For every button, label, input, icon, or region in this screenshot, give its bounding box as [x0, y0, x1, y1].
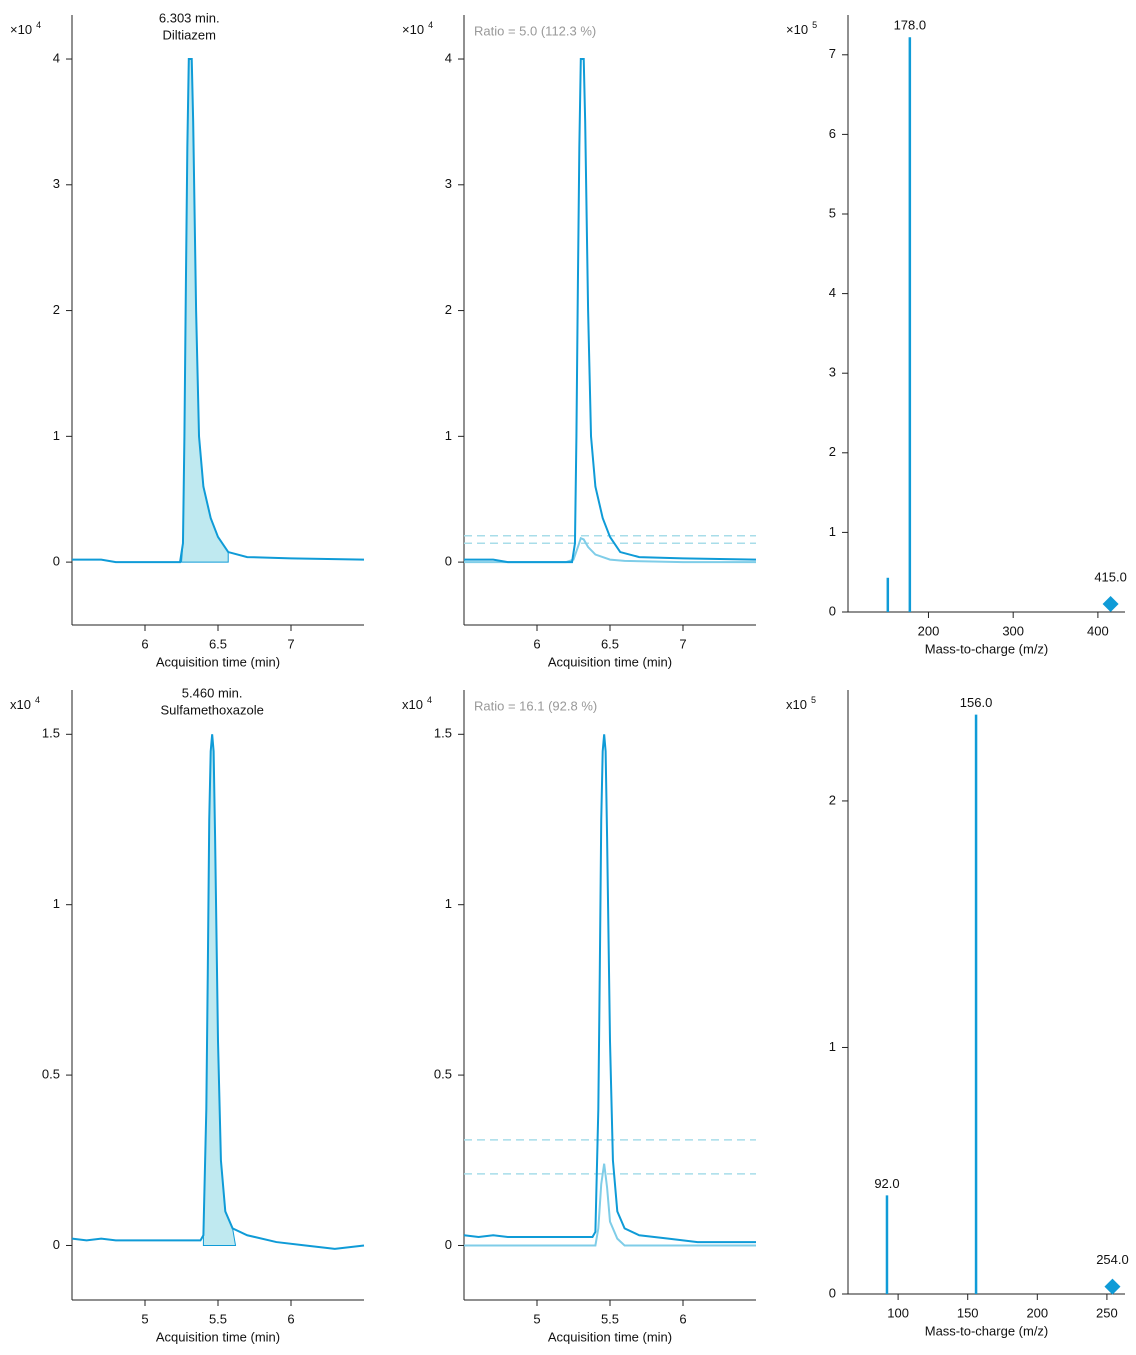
y-tick-label: 1 [53, 428, 60, 443]
multiplier-exponent: 4 [428, 20, 433, 30]
y-tick-label: 0 [53, 1237, 60, 1252]
x-tick-label: 7 [287, 636, 294, 651]
y-multiplier: x10 4 [10, 695, 40, 712]
y-tick-label: 4 [445, 50, 452, 65]
x-tick-label: 6 [141, 636, 148, 651]
y-tick-label: 1 [829, 1039, 836, 1054]
y-tick-label: 1 [829, 524, 836, 539]
multiplier-base: ×10 [786, 22, 808, 37]
multiplier-base: ×10 [10, 22, 32, 37]
y-tick-label: 1 [445, 428, 452, 443]
trace [464, 1163, 756, 1247]
x-tick-label: 6.5 [209, 636, 227, 651]
x-tick-label: 6 [679, 1311, 686, 1326]
precursor-marker [1104, 1278, 1121, 1295]
y-tick-label: 0 [53, 554, 60, 569]
trace [72, 58, 365, 564]
panel: x10 5 0 1 2 100 150 200 250 Mass-to-charge (m/z) 9… [786, 690, 1129, 1338]
y-tick-label: 3 [53, 176, 60, 191]
y-tick-label: 3 [445, 176, 452, 191]
peak-annotation: 6.303 min. [159, 10, 220, 25]
precursor-marker [1102, 596, 1119, 613]
multiplier-base: x10 [10, 697, 31, 712]
peak-annotation: 5.460 min. [182, 685, 243, 700]
y-tick-label: 0 [829, 1285, 836, 1300]
panel: x10 4 0 0.5 1 1.5 5 5.5 6 Acquisition time (min) R… [402, 690, 756, 1344]
y-tick-label: 2 [445, 302, 452, 317]
multiplier-base: x10 [402, 697, 423, 712]
x-tick-label: 5.5 [209, 1311, 227, 1326]
panel: x10 4 0 0.5 1 1.5 5 5.5 6 Acquisition time (min) 5… [10, 685, 365, 1344]
x-tick-label: 6.5 [601, 636, 619, 651]
peak-annotation: Sulfamethoxazole [160, 702, 263, 717]
x-axis-label: Acquisition time (min) [548, 654, 672, 669]
panel: ×10 4 0 1 2 3 4 6 6.5 7 Acquisition time (min) 6.30… [10, 10, 365, 669]
y-multiplier: ×10 4 [402, 20, 433, 37]
y-tick-label: 1.5 [434, 726, 452, 741]
multiplier-exponent: 4 [36, 20, 41, 30]
peak-label: 156.0 [960, 695, 993, 710]
x-axis-label: Acquisition time (min) [548, 1329, 672, 1344]
x-tick-label: 5.5 [601, 1311, 619, 1326]
x-tick-label: 250 [1096, 1305, 1118, 1320]
multiplier-exponent: 5 [811, 695, 816, 705]
y-tick-label: 0 [829, 603, 836, 618]
x-axis-label: Mass-to-charge (m/z) [925, 1323, 1049, 1338]
y-tick-label: 4 [53, 50, 60, 65]
y-tick-label: 1 [53, 896, 60, 911]
x-tick-label: 100 [887, 1305, 909, 1320]
y-tick-label: 5 [829, 205, 836, 220]
panel: ×10 5 0 1 2 3 4 5 6 7 200 300 400 Mass-to-charge (m/z… [786, 15, 1127, 656]
x-tick-label: 200 [1026, 1305, 1048, 1320]
y-tick-label: 7 [829, 46, 836, 61]
multiplier-base: ×10 [402, 22, 424, 37]
y-tick-label: 1.5 [42, 726, 60, 741]
precursor-label: 254.0 [1096, 1252, 1129, 1267]
x-axis-label: Acquisition time (min) [156, 1329, 280, 1344]
x-axis-label: Acquisition time (min) [156, 654, 280, 669]
ratio-label: Ratio = 16.1 (92.8 %) [474, 698, 597, 713]
x-tick-label: 5 [141, 1311, 148, 1326]
y-multiplier: ×10 5 [786, 20, 817, 37]
x-tick-label: 300 [1002, 623, 1024, 638]
y-tick-label: 0 [445, 1237, 452, 1252]
peak-annotation: Diltiazem [163, 27, 216, 42]
trace [463, 734, 756, 1244]
multiplier-exponent: 4 [35, 695, 40, 705]
x-tick-label: 6 [533, 636, 540, 651]
x-tick-label: 150 [957, 1305, 979, 1320]
multiplier-base: x10 [786, 697, 807, 712]
trace [464, 58, 757, 564]
ratio-label: Ratio = 5.0 (112.3 %) [474, 23, 596, 38]
x-tick-label: 400 [1087, 623, 1109, 638]
y-tick-label: 6 [829, 126, 836, 141]
x-tick-label: 6 [287, 1311, 294, 1326]
y-tick-label: 2 [829, 792, 836, 807]
y-tick-label: 0 [445, 554, 452, 569]
y-tick-label: 1 [445, 896, 452, 911]
y-tick-label: 2 [53, 302, 60, 317]
x-tick-label: 7 [679, 636, 686, 651]
y-tick-label: 4 [829, 285, 836, 300]
panel: ×10 4 0 1 2 3 4 6 6.5 7 Acquisition time (min) Rati… [402, 15, 757, 669]
y-tick-label: 3 [829, 365, 836, 380]
y-tick-label: 2 [829, 444, 836, 459]
y-tick-label: 0.5 [42, 1067, 60, 1082]
y-tick-label: 0.5 [434, 1067, 452, 1082]
x-tick-label: 200 [918, 623, 940, 638]
x-tick-label: 5 [533, 1311, 540, 1326]
peak-label: 178.0 [894, 18, 927, 33]
y-multiplier: x10 5 [786, 695, 816, 712]
multiplier-exponent: 5 [812, 20, 817, 30]
x-axis-label: Mass-to-charge (m/z) [925, 641, 1049, 656]
trace [71, 734, 365, 1250]
y-multiplier: ×10 4 [10, 20, 41, 37]
multiplier-exponent: 4 [427, 695, 432, 705]
peak-label: 92.0 [874, 1176, 899, 1191]
precursor-label: 415.0 [1094, 569, 1127, 584]
y-multiplier: x10 4 [402, 695, 432, 712]
